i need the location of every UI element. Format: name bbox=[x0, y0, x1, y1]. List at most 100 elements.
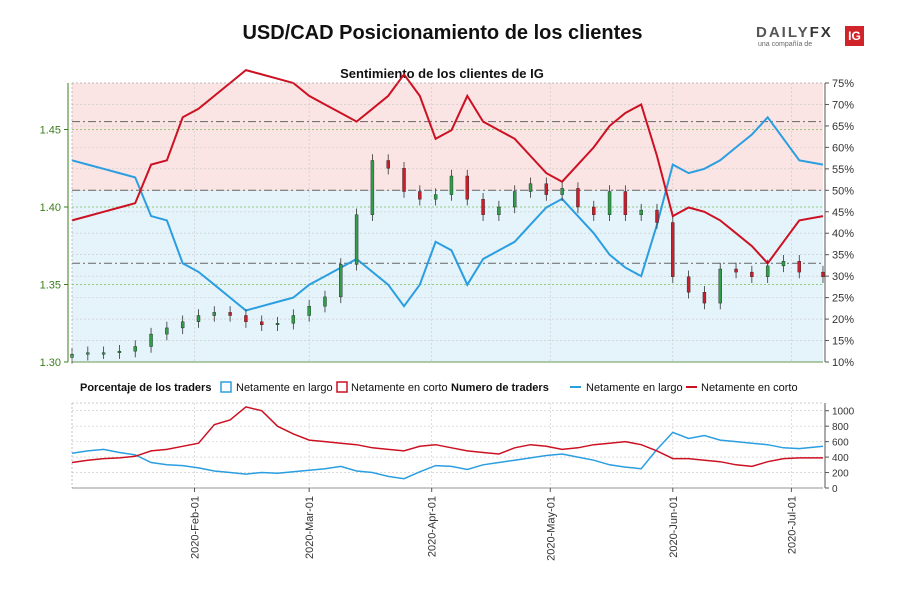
pct-tick-label: 70% bbox=[832, 99, 854, 111]
candle-body bbox=[449, 175, 454, 195]
net-short-pct-line bbox=[71, 68, 824, 265]
candle-body bbox=[671, 222, 675, 277]
candle-body bbox=[354, 214, 359, 265]
candle-body bbox=[433, 194, 438, 200]
count-tick-label: 600 bbox=[832, 438, 849, 449]
candle-body bbox=[260, 321, 264, 326]
candle-body bbox=[101, 352, 106, 355]
candle-body bbox=[544, 183, 549, 195]
pct-tick-label: 25% bbox=[832, 293, 854, 305]
legend: Porcentaje de los traders Netamente en l… bbox=[80, 381, 798, 394]
x-axis-labels: 2020-Feb-01 2020-Mar-01 2020-Apr-01 2020-Ma… bbox=[190, 488, 798, 561]
candle-body bbox=[291, 315, 296, 324]
candle-body bbox=[196, 315, 201, 322]
legend-left-title: Porcentaje de los traders bbox=[80, 382, 211, 394]
candle-body bbox=[623, 191, 628, 215]
candle-body bbox=[781, 261, 786, 267]
candle-body bbox=[418, 191, 422, 200]
count-tick-label: 400 bbox=[832, 453, 849, 464]
pct-tick-label: 50% bbox=[832, 185, 854, 197]
count-tick-label: 200 bbox=[832, 469, 849, 480]
price-candles bbox=[70, 154, 825, 364]
pct-tick-label: 30% bbox=[832, 271, 854, 283]
candle-body bbox=[528, 183, 533, 192]
price-tick-label: 1.45 bbox=[40, 125, 61, 137]
x-tick-label: 2020-Jul-01 bbox=[786, 496, 798, 554]
candle-body bbox=[512, 191, 517, 208]
pct-tick-label: 35% bbox=[832, 250, 854, 262]
candle-body bbox=[339, 264, 343, 298]
count-tick-label: 0 bbox=[832, 484, 838, 495]
candle-body bbox=[275, 323, 280, 325]
legend-right-short: Netamente en corto bbox=[701, 382, 798, 394]
candle-body bbox=[386, 160, 390, 169]
candle-body bbox=[370, 160, 375, 215]
candle-body bbox=[702, 292, 707, 304]
pct-tick-label: 20% bbox=[832, 314, 854, 326]
x-tick-label: 2020-Feb-01 bbox=[190, 496, 202, 559]
candle-body bbox=[481, 199, 485, 215]
candle-body bbox=[734, 268, 738, 273]
pct-tick-label: 15% bbox=[832, 336, 854, 348]
candle-body bbox=[165, 327, 169, 335]
candle-body bbox=[607, 191, 612, 215]
candle-body bbox=[133, 346, 137, 352]
pct-tick-label: 40% bbox=[832, 228, 854, 240]
candle-body bbox=[797, 261, 801, 273]
price-tick-label: 1.30 bbox=[40, 357, 61, 369]
pct-tick-label: 65% bbox=[832, 121, 854, 133]
candle-body bbox=[228, 312, 232, 316]
short-zone bbox=[72, 83, 823, 191]
candle-body bbox=[117, 350, 122, 353]
x-tick-label: 2020-Mar-01 bbox=[304, 496, 316, 559]
legend-long-swatch bbox=[220, 381, 232, 393]
count-tick-label: 800 bbox=[832, 422, 849, 433]
logo-tagline: una compañía de bbox=[758, 41, 813, 48]
page-title: USD/CAD Posicionamiento de los clientes bbox=[242, 22, 643, 44]
logo-wordmark: DAILYFX bbox=[756, 24, 833, 41]
candle-body bbox=[655, 209, 659, 223]
candle-body bbox=[765, 265, 770, 277]
candle-body bbox=[465, 175, 469, 200]
sentiment-zones bbox=[72, 83, 823, 362]
legend-right-title: Numero de traders bbox=[451, 382, 549, 394]
price-tick-label: 1.40 bbox=[40, 202, 61, 214]
legend-short-swatch bbox=[336, 381, 348, 393]
candle-body bbox=[686, 276, 691, 293]
legend-right-long: Netamente en largo bbox=[586, 382, 683, 394]
candle-body bbox=[592, 206, 596, 215]
count-tick-label: 1000 bbox=[832, 407, 855, 418]
price-tick-label: 1.35 bbox=[40, 280, 61, 292]
candle-body bbox=[639, 209, 643, 215]
pct-tick-label: 60% bbox=[832, 142, 854, 154]
candle-body bbox=[323, 296, 327, 307]
net-short-count-line bbox=[71, 406, 823, 468]
upper-axes: 1.30 1.35 1.40 1.45 10% 15% 20% 25% 30% 35% 40% 45%… bbox=[40, 78, 855, 369]
net-long-pct-line bbox=[71, 115, 824, 312]
pct-tick-label: 10% bbox=[832, 357, 854, 369]
pct-tick-label: 55% bbox=[832, 164, 854, 176]
candle-body bbox=[149, 333, 153, 347]
candle-body bbox=[212, 312, 216, 316]
upper-series bbox=[71, 68, 824, 312]
pct-tick-label: 45% bbox=[832, 207, 854, 219]
legend-left-long: Netamente en largo bbox=[236, 382, 333, 394]
candle-body bbox=[750, 271, 754, 277]
net-long-count-line bbox=[71, 431, 824, 480]
pct-tick-label: 75% bbox=[832, 78, 854, 90]
upper-grid bbox=[72, 82, 823, 363]
candle-body bbox=[244, 315, 248, 322]
lower-axes: 0 200 400 600 800 1000 bbox=[71, 402, 855, 495]
candle-body bbox=[497, 206, 501, 215]
candle-body bbox=[180, 321, 185, 329]
lower-series bbox=[71, 406, 824, 480]
candle-body bbox=[86, 352, 90, 355]
legend-left-short: Netamente en corto bbox=[351, 382, 448, 394]
candle-body bbox=[307, 306, 311, 316]
candle-body bbox=[402, 168, 406, 192]
upper-chart-title: Sentimiento de los clientes de IG bbox=[340, 66, 544, 81]
candle-body bbox=[576, 188, 580, 208]
logo-badge: IG bbox=[845, 26, 864, 46]
x-tick-label: 2020-May-01 bbox=[545, 496, 557, 561]
